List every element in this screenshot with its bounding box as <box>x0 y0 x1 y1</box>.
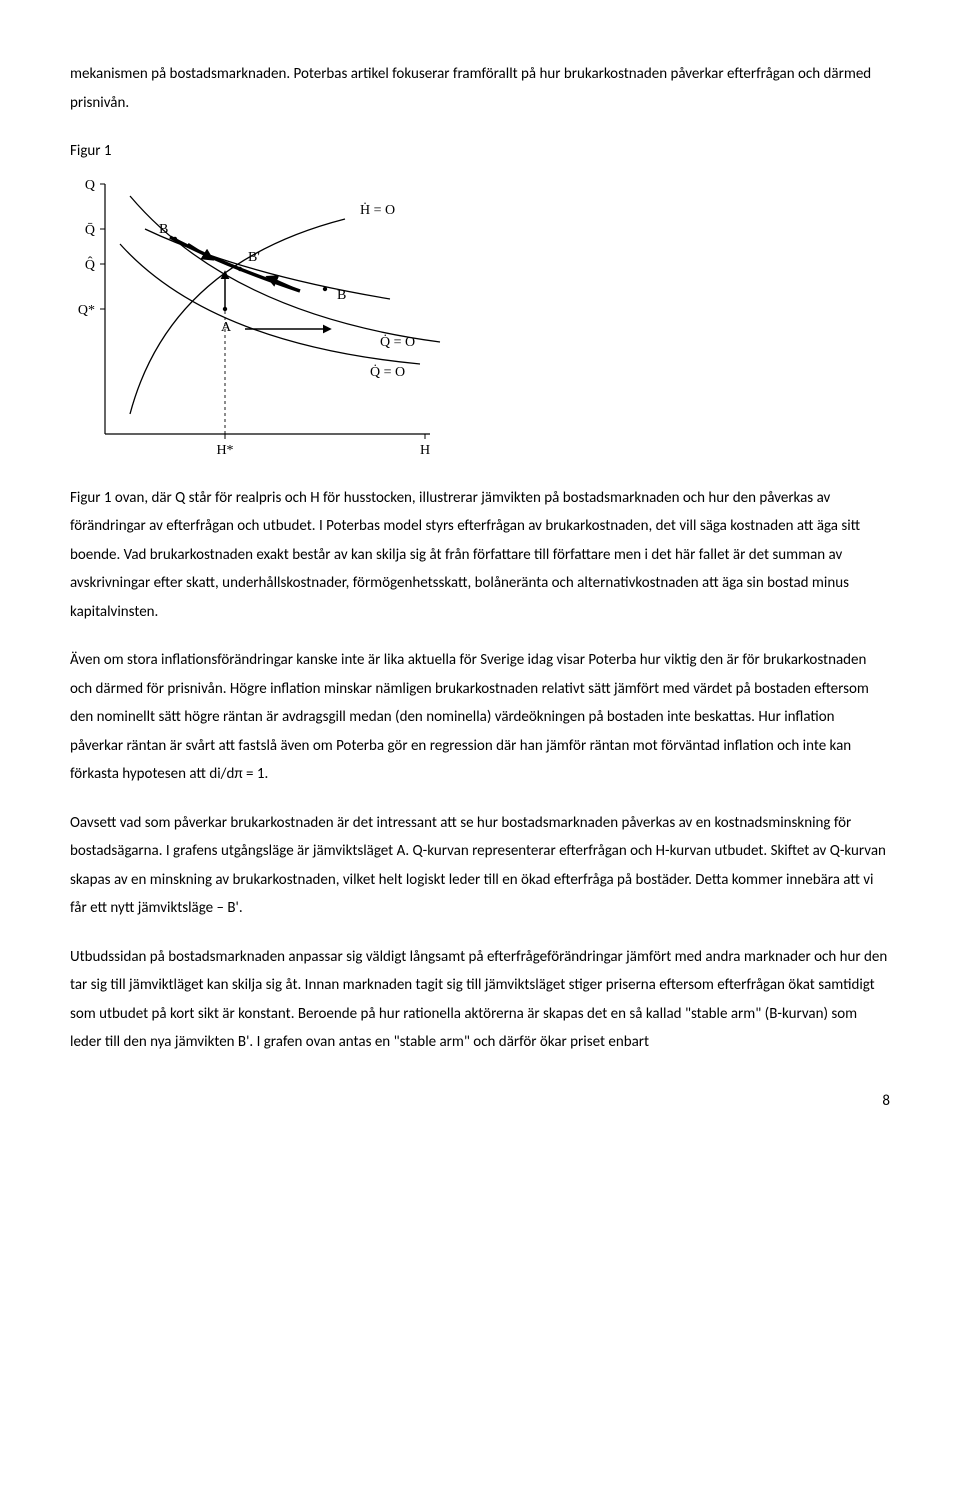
figure-1-diagram: Q Q̄ Q̂ Q* H* H A B B' B Ḣ = O Q̇ = O Q̇ = O <box>70 174 890 464</box>
figure-label: Figur 1 <box>70 137 890 166</box>
page-number: 8 <box>70 1087 890 1116</box>
svg-text:B': B' <box>248 250 260 265</box>
svg-text:Q̂: Q̂ <box>85 256 95 273</box>
paragraph-2: Figur 1 ovan, där Q står för realpris oc… <box>70 484 890 627</box>
svg-text:Q*: Q* <box>78 303 95 318</box>
svg-text:B: B <box>159 222 168 237</box>
paragraph-3: Även om stora inflationsförändringar kan… <box>70 646 890 789</box>
svg-text:Q̇ = O: Q̇ = O <box>370 363 405 380</box>
paragraph-4: Oavsett vad som påverkar brukarkostnaden… <box>70 809 890 923</box>
svg-text:B: B <box>337 288 346 303</box>
intro-paragraph: mekanismen på bostadsmarknaden. Poterbas… <box>70 60 890 117</box>
svg-text:Ḣ = O: Ḣ = O <box>360 202 395 218</box>
svg-text:H: H <box>420 443 430 458</box>
svg-text:Q̇ = O: Q̇ = O <box>380 333 415 350</box>
svg-text:Q̄: Q̄ <box>85 222 95 238</box>
svg-text:Q: Q <box>85 178 95 193</box>
svg-text:H*: H* <box>216 443 233 458</box>
paragraph-5: Utbudssidan på bostadsmarknaden anpassar… <box>70 943 890 1057</box>
svg-text:A: A <box>221 320 232 335</box>
